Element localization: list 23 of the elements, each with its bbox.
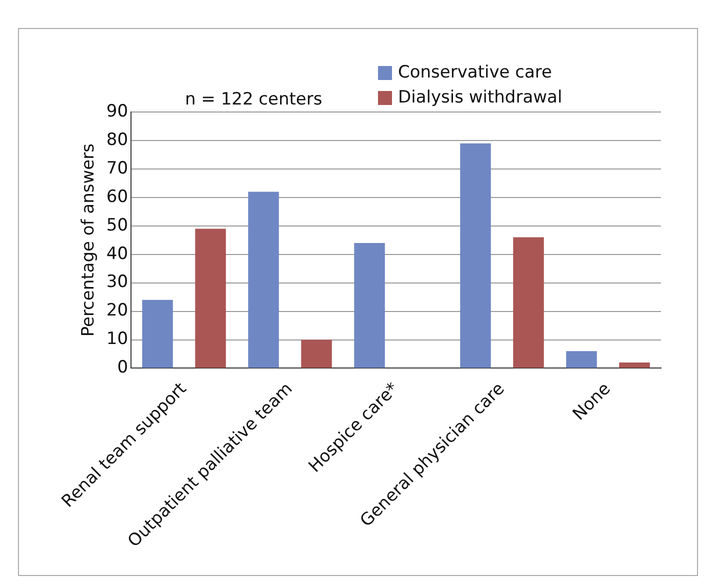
bar [513, 237, 544, 368]
bar [566, 351, 597, 368]
bar [354, 242, 385, 368]
bar [142, 300, 173, 368]
y-tick-label: 10 [106, 329, 128, 350]
bar [301, 340, 332, 368]
text: n = 122 centers [185, 89, 322, 110]
y-tick-label: 70 [106, 158, 128, 178]
y-tick-label: 0 [117, 358, 128, 378]
y-tick-label: 60 [106, 186, 128, 207]
y-tick-label: 80 [106, 130, 128, 150]
bar [248, 192, 279, 368]
bar [195, 228, 226, 368]
y-tick-label: 50 [106, 215, 128, 236]
legend-label: Conservative care [398, 62, 552, 82]
y-tick-label: 20 [106, 300, 128, 321]
y-tick-label: 90 [106, 101, 128, 122]
y-tick-label: 30 [106, 272, 128, 292]
bar [619, 362, 650, 368]
y-tick-label: 40 [106, 244, 128, 264]
bar [460, 143, 491, 368]
legend-label: Dialysis withdrawal [398, 87, 562, 108]
y-axis-title: Percentage of answers [78, 143, 99, 337]
